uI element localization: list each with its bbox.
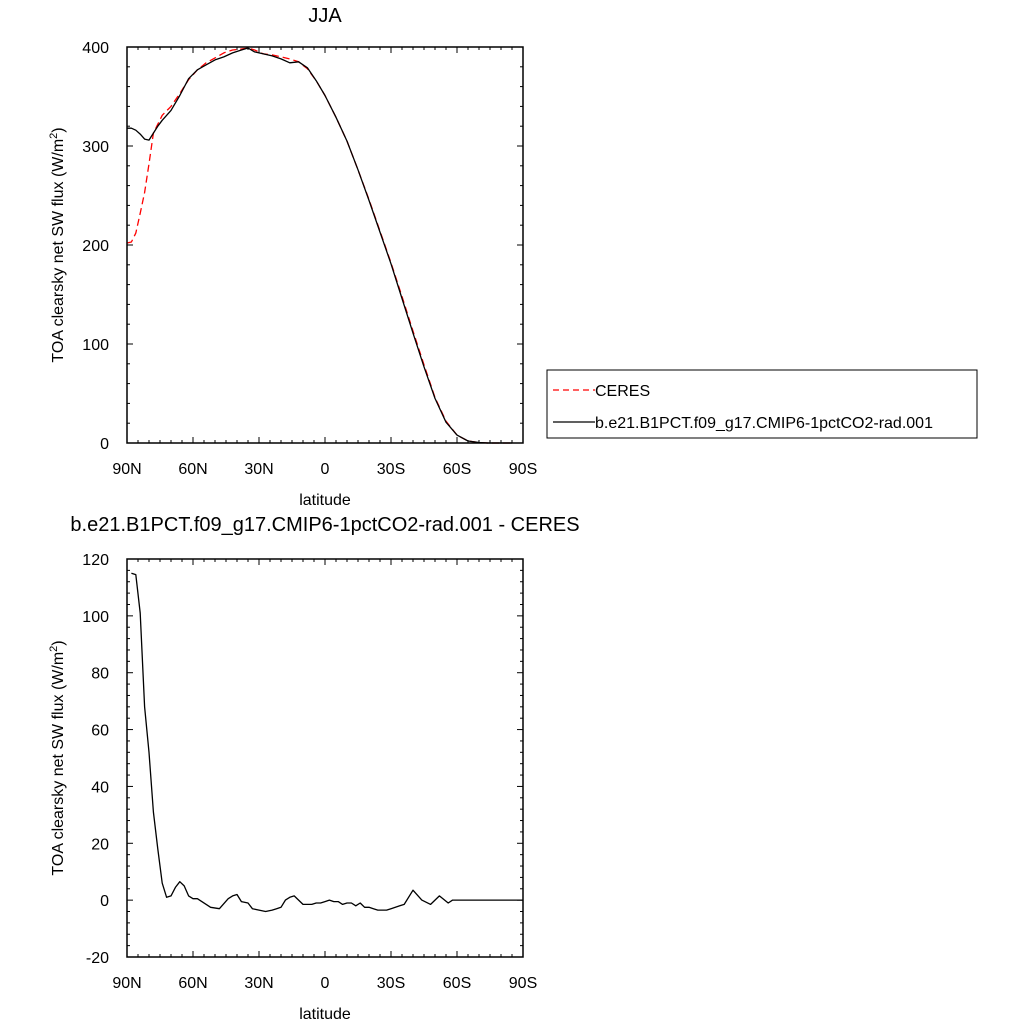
top-x-tick-label: 90S (509, 461, 537, 478)
bottom-x-tick-label: 30N (244, 975, 273, 992)
bottom-y-tick-label: 80 (91, 666, 109, 683)
top-x-tick-label: 60S (443, 461, 471, 478)
bottom-y-tick-label: 40 (91, 779, 109, 796)
top-series-group (126, 47, 512, 444)
top-y-tick-label: 400 (82, 40, 109, 57)
bottom-plot: b.e21.B1PCT.f09_g17.CMIP6-1pctCO2-rad.00… (48, 514, 580, 1023)
top-x-tick-label: 0 (321, 461, 330, 478)
top-x-tick-label: 90N (112, 461, 141, 478)
legend: CERES b.e21.B1PCT.f09_g17.CMIP6-1pctCO2-… (546, 369, 978, 439)
top-y-axis-label: TOA clearsky net SW flux (W/m2) (48, 127, 67, 362)
top-series-line-model (127, 47, 512, 444)
top-x-axis-label: latitude (299, 492, 351, 509)
top-x-tick-label: 60N (178, 461, 207, 478)
bottom-x-tick-label: 60N (178, 975, 207, 992)
top-plot-title: JJA (308, 5, 342, 27)
legend-label-model: b.e21.B1PCT.f09_g17.CMIP6-1pctCO2-rad.00… (595, 415, 933, 432)
bottom-x-axis-label: latitude (299, 1006, 351, 1023)
bottom-series-group (131, 572, 523, 913)
bottom-y-tick-label: 60 (91, 723, 109, 740)
top-x-tick-label: 30S (377, 461, 405, 478)
top-y-tick-label: 300 (82, 139, 109, 156)
bottom-plot-title: b.e21.B1PCT.f09_g17.CMIP6-1pctCO2-rad.00… (70, 514, 579, 536)
bottom-x-tick-label: 30S (377, 975, 405, 992)
bottom-y-tick-label: -20 (86, 950, 109, 967)
bottom-tick-group: 90N 60N 30N 0 30S 60S 90S -20 0 20 40 60 80 100 120 (82, 552, 537, 992)
top-y-tick-label: 100 (82, 337, 109, 354)
bottom-x-tick-label: 60S (443, 975, 471, 992)
bottom-x-tick-label: 0 (321, 975, 330, 992)
bottom-y-tick-label: 120 (82, 552, 109, 569)
legend-box (546, 369, 978, 439)
bottom-x-tick-label: 90N (112, 975, 141, 992)
top-y-tick-label: 200 (82, 238, 109, 255)
top-plot: JJA 90N 60N 30N 0 30S 60S 90S 0 100 200 300 400 lat… (48, 5, 537, 509)
bottom-y-tick-label: 100 (82, 609, 109, 626)
legend-label-ceres: CERES (595, 383, 650, 400)
bottom-x-tick-label: 90S (509, 975, 537, 992)
bottom-y-axis-label: TOA clearsky net SW flux (W/m2) (48, 640, 67, 875)
bottom-y-tick-label: 20 (91, 836, 109, 853)
bottom-y-tick-label: 0 (100, 893, 109, 910)
top-tick-group: 90N 60N 30N 0 30S 60S 90S 0 100 200 300 400 (82, 40, 537, 478)
top-y-tick-label: 0 (100, 436, 109, 453)
bottom-series-line-difference (131, 572, 523, 913)
top-x-tick-label: 30N (244, 461, 273, 478)
